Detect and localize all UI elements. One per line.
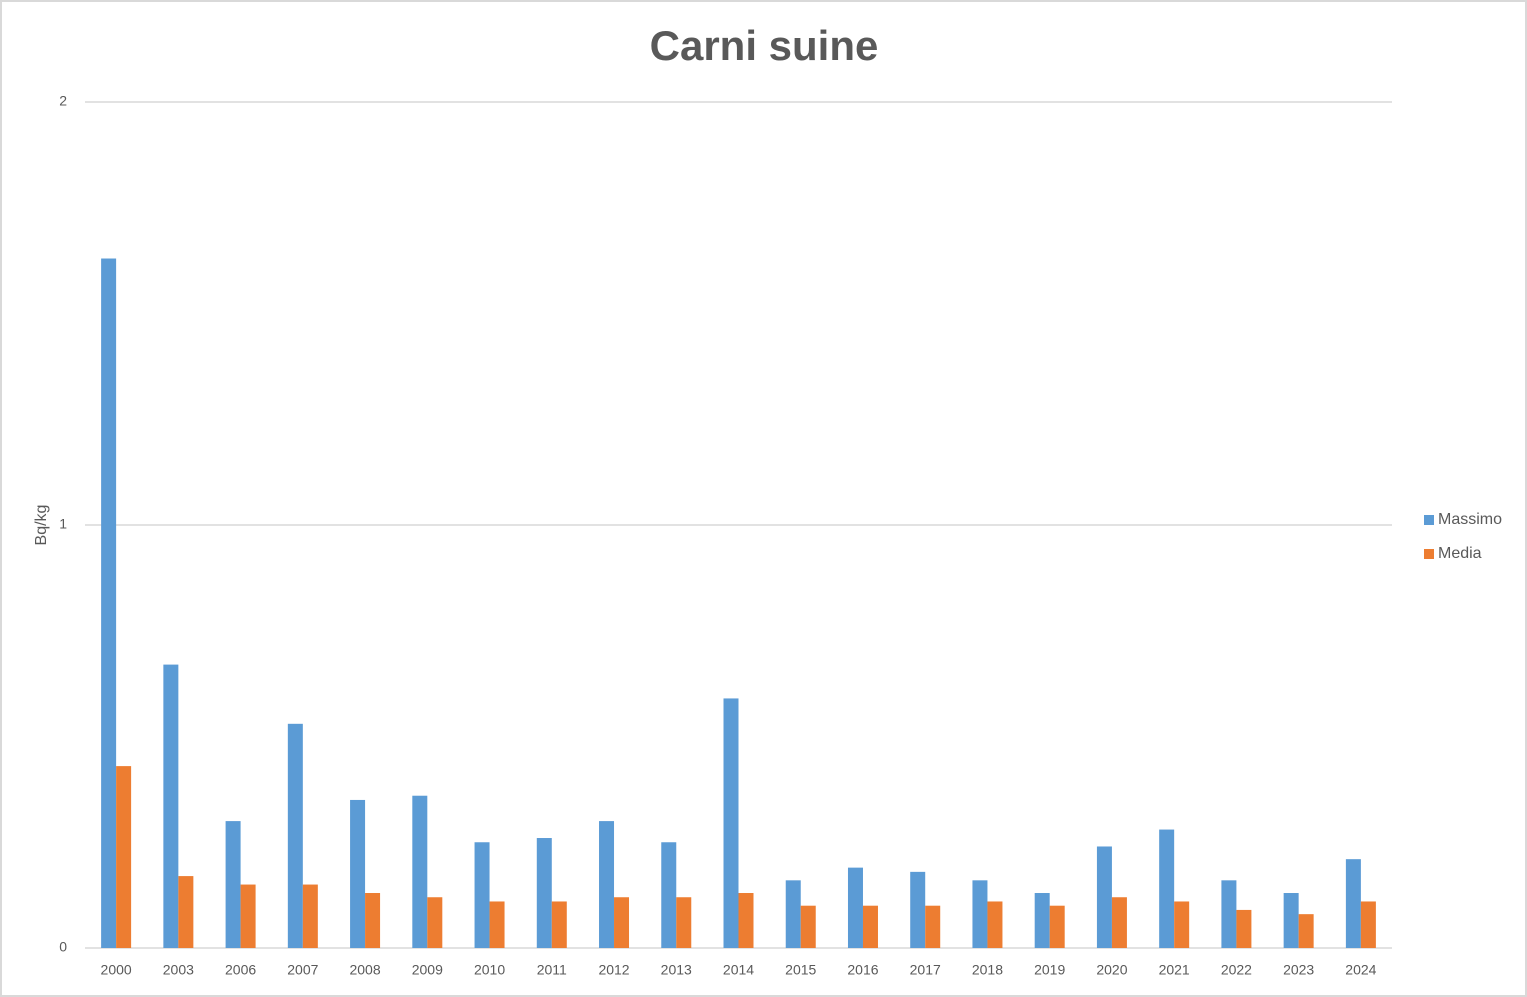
bar: [847, 867, 863, 948]
bar: [427, 897, 443, 948]
y-tick-label: 2: [59, 93, 67, 109]
bar: [1174, 901, 1190, 948]
bar: [723, 698, 739, 948]
x-tick-label: 2020: [1096, 962, 1127, 978]
x-tick-label: 2010: [474, 962, 505, 978]
bar: [101, 258, 117, 948]
bar: [785, 880, 801, 948]
bar: [1159, 829, 1175, 948]
x-tick-label: 2011: [537, 962, 567, 978]
bar: [489, 901, 505, 948]
bar: [1345, 859, 1361, 948]
legend-label: Massimo: [1438, 511, 1502, 528]
bar: [972, 880, 988, 948]
bar: [302, 884, 318, 948]
bar: [987, 901, 1003, 948]
bar: [350, 799, 366, 948]
bar: [365, 893, 381, 948]
legend-swatch: [1424, 549, 1434, 559]
bar: [287, 723, 303, 948]
chart-title: Carni suine: [650, 22, 879, 69]
x-tick-label: 2017: [910, 962, 941, 978]
bar: [614, 897, 630, 948]
x-tick-label: 2014: [723, 962, 754, 978]
bar: [800, 905, 816, 948]
bar: [1111, 897, 1127, 948]
legend-label: Media: [1438, 545, 1482, 562]
bar: [225, 821, 241, 948]
bar: [240, 884, 256, 948]
x-tick-label: 2007: [287, 962, 318, 978]
bar: [1221, 880, 1237, 948]
bar: [676, 897, 692, 948]
x-tick-label: 2000: [101, 962, 132, 978]
bar: [536, 838, 552, 948]
x-tick-label: 2019: [1034, 962, 1065, 978]
y-axis-label: Bq/kg: [33, 505, 50, 546]
x-tick-label: 2018: [972, 962, 1003, 978]
x-tick-label: 2024: [1345, 962, 1376, 978]
x-tick-label: 2013: [661, 962, 692, 978]
bar: [163, 664, 179, 948]
bar: [661, 842, 677, 948]
bar: [412, 795, 428, 948]
legend-swatch: [1424, 515, 1434, 525]
x-tick-label: 2006: [225, 962, 256, 978]
bar: [925, 905, 941, 948]
bar: [1034, 893, 1050, 948]
x-tick-label: 2021: [1159, 962, 1190, 978]
x-tick-label: 2003: [163, 962, 194, 978]
bar: [1096, 846, 1112, 948]
x-tick-label: 2023: [1283, 962, 1314, 978]
bar: [551, 901, 567, 948]
bar: [1298, 914, 1314, 948]
y-tick-label: 0: [59, 939, 67, 955]
x-tick-label: 2022: [1221, 962, 1252, 978]
x-tick-label: 2008: [349, 962, 380, 978]
bar: [116, 766, 132, 948]
bar: [738, 893, 754, 948]
y-tick-label: 1: [59, 516, 67, 532]
bar: [474, 842, 490, 948]
x-tick-label: 2012: [598, 962, 629, 978]
bar: [1283, 893, 1299, 948]
x-tick-label: 2015: [785, 962, 816, 978]
bar: [599, 821, 615, 948]
bar: [178, 876, 194, 948]
bar: [1236, 909, 1252, 948]
bar: [1360, 901, 1376, 948]
x-tick-label: 2009: [412, 962, 443, 978]
bar: [1049, 905, 1065, 948]
x-tick-label: 2016: [847, 962, 878, 978]
bar: [910, 871, 926, 948]
bar: [862, 905, 878, 948]
